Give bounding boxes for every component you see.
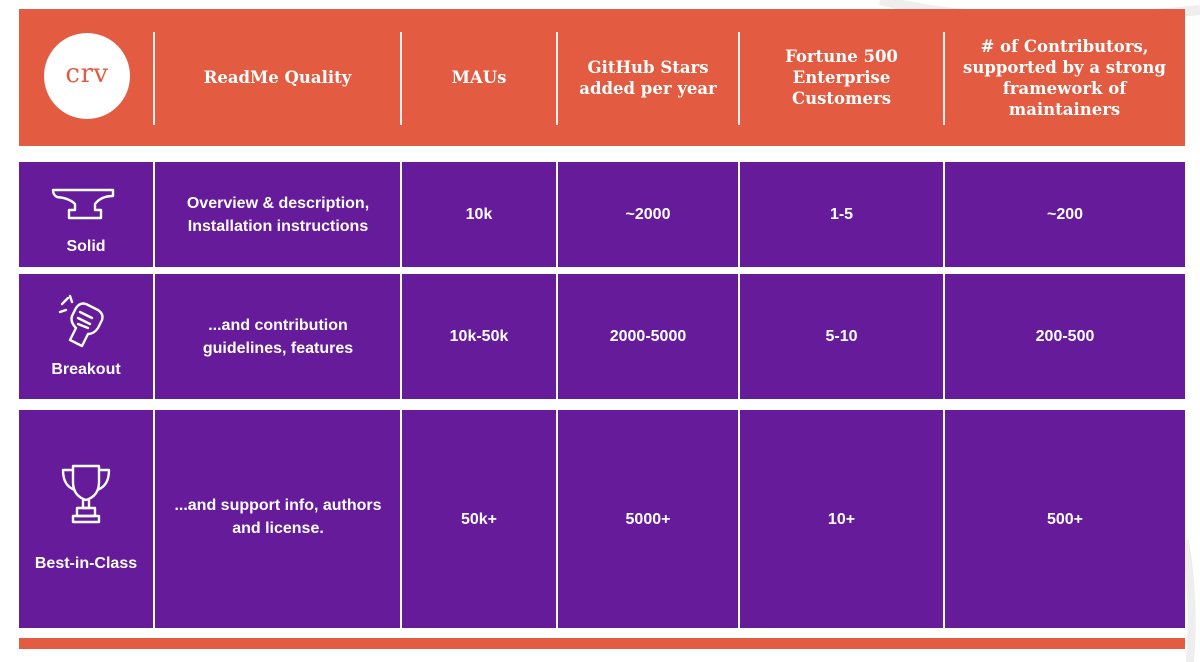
- row-divider: [738, 162, 740, 267]
- row-divider: [943, 162, 945, 267]
- row-divider: [400, 410, 402, 628]
- header-github-stars: GitHub Stars added per year: [579, 57, 717, 98]
- header-divider: [738, 32, 740, 125]
- fortune-cell: 5-10: [825, 328, 858, 345]
- contributors-cell: 200-500: [1035, 328, 1095, 345]
- header-maus: MAUs: [451, 68, 507, 87]
- contributors-cell: 500+: [1046, 510, 1084, 528]
- table-row-solid: Solid Overview & description, Installati…: [19, 162, 1185, 267]
- table-row-breakout: Breakout ...and contribution guidelines,…: [19, 274, 1185, 399]
- trophy-icon: [19, 462, 153, 526]
- header-divider: [556, 32, 558, 125]
- table-row-best-in-class: Best-in-Class ...and support info, autho…: [19, 410, 1185, 628]
- footer-bar: [19, 638, 1185, 649]
- table-header: crv ReadMe Quality MAUs GitHub Stars add…: [19, 9, 1185, 146]
- row-divider: [556, 410, 558, 628]
- fortune-cell: 1-5: [829, 206, 854, 223]
- stars-cell: 5000+: [625, 510, 671, 528]
- stars-cell: ~2000: [625, 206, 671, 223]
- row-divider: [738, 274, 740, 399]
- header-fortune-500: Fortune 500 Enterprise Customers: [785, 47, 898, 108]
- contributors-cell: ~200: [1046, 206, 1084, 223]
- readme-cell: ...and support info, authors and license…: [174, 497, 382, 537]
- row-divider: [556, 274, 558, 399]
- raised-fist-icon: [19, 294, 153, 356]
- row-divider: [738, 410, 740, 628]
- tier-label: Best-in-Class: [34, 555, 138, 572]
- row-divider: [400, 274, 402, 399]
- fortune-cell: 10+: [827, 510, 856, 528]
- maus-cell: 10k: [465, 206, 493, 223]
- header-divider: [943, 32, 945, 125]
- crv-logo: crv: [44, 33, 130, 119]
- row-divider: [943, 274, 945, 399]
- row-divider: [556, 162, 558, 267]
- anvil-icon: [19, 186, 153, 224]
- header-contributors: # of Contributors, supported by a strong…: [963, 36, 1166, 119]
- tier-label: Solid: [66, 238, 106, 255]
- readme-cell: Overview & description, Installation ins…: [186, 194, 370, 235]
- header-readme-quality: ReadMe Quality: [203, 68, 352, 87]
- header-divider: [153, 32, 155, 125]
- row-divider: [153, 410, 155, 628]
- tier-label: Breakout: [51, 361, 121, 378]
- maus-cell: 10k-50k: [449, 328, 509, 345]
- stars-cell: 2000-5000: [609, 328, 687, 345]
- row-divider: [153, 274, 155, 399]
- row-divider: [943, 410, 945, 628]
- readme-cell: ...and contribution guidelines, features: [202, 316, 354, 357]
- logo-text: crv: [65, 59, 109, 89]
- row-divider: [400, 162, 402, 267]
- maus-cell: 50k+: [460, 510, 498, 528]
- header-divider: [400, 32, 402, 125]
- row-divider: [153, 162, 155, 267]
